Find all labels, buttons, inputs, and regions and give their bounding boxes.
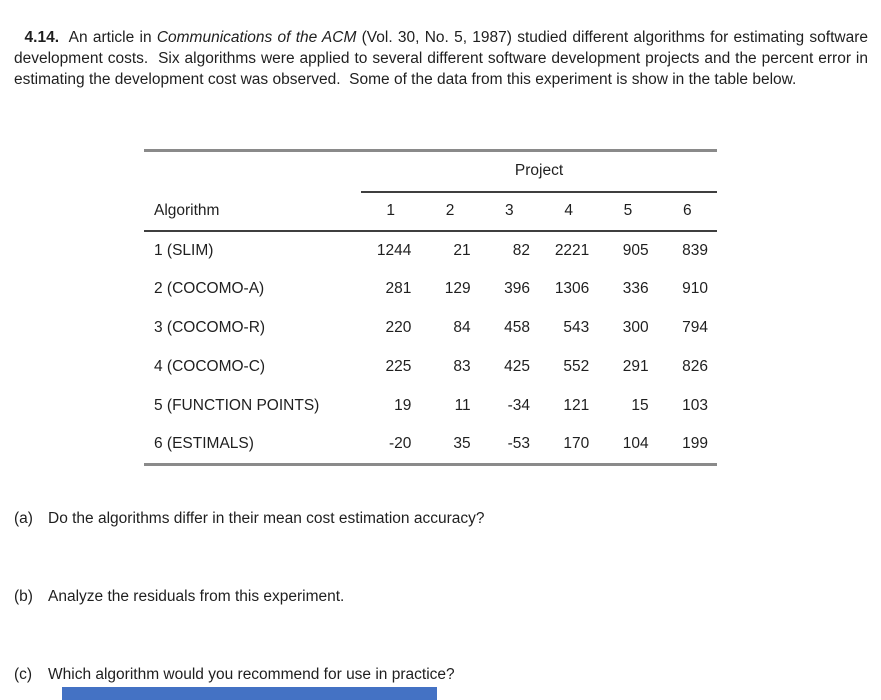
problem-text-lead: An article in — [59, 29, 157, 46]
column-header-2: 2 — [420, 191, 480, 232]
row-label: 6 (ESTIMALS) — [154, 435, 254, 453]
row-label: 1 (SLIM) — [154, 241, 214, 259]
table-cell: 170 — [563, 435, 590, 453]
problem-number: 4.14. — [24, 29, 60, 46]
table-corner-spacer — [144, 151, 361, 192]
table-cell: 225 — [385, 358, 412, 375]
project-group-header: Project — [361, 150, 717, 193]
table-cell: 129 — [444, 280, 471, 297]
table-cell: 103 — [682, 397, 708, 414]
table-cell: 21 — [453, 241, 471, 259]
table-cell: 291 — [622, 358, 649, 375]
table-cell: 336 — [622, 280, 649, 297]
question-list: (a) Do the algorithms differ in their me… — [0, 508, 881, 685]
percent-error-table: Project Algorithm 1 2 3 4 5 6 1 (SLIM) 1… — [144, 149, 717, 466]
table-cell: 839 — [682, 241, 708, 259]
table-cell: 104 — [622, 435, 649, 453]
table-cell: -20 — [388, 435, 412, 453]
table-cell: 2221 — [554, 241, 590, 259]
table-row: 3 (COCOMO-R) 220 84 458 543 300 794 — [144, 309, 717, 348]
question-a-label: (a) — [14, 510, 33, 527]
table-row: 1 (SLIM) 1244 21 82 2221 905 839 — [144, 231, 717, 270]
table-cell: 300 — [622, 319, 649, 336]
question-b: (b) Analyze the residuals from this expe… — [0, 586, 881, 607]
table-cell: 281 — [385, 280, 412, 297]
selection-highlight-bar — [62, 687, 437, 700]
table-cell: 121 — [563, 397, 590, 414]
table-cell: 220 — [385, 319, 412, 336]
problem-text-rest: (Vol. 30, No. 5, 1987) studied different… — [14, 29, 873, 88]
column-header-3: 3 — [479, 191, 539, 232]
table-cell: -53 — [507, 435, 530, 453]
table-cell: -34 — [507, 397, 530, 414]
table-row: 6 (ESTIMALS) -20 35 -53 170 104 199 — [144, 426, 717, 465]
table-cell: 425 — [504, 358, 530, 375]
table-cell: 458 — [504, 319, 530, 336]
table-cell: 396 — [504, 280, 530, 297]
table-cell: 794 — [682, 319, 708, 336]
data-table-container: Project Algorithm 1 2 3 4 5 6 1 (SLIM) 1… — [144, 149, 881, 466]
table-row: 2 (COCOMO-A) 281 129 396 1306 336 910 — [144, 270, 717, 309]
table-cell: 15 — [631, 397, 649, 414]
row-label: 2 (COCOMO-A) — [154, 280, 265, 297]
row-label: 4 (COCOMO-C) — [154, 358, 266, 375]
table-cell: 910 — [682, 280, 708, 297]
question-b-label: (b) — [14, 588, 33, 605]
question-a: (a) Do the algorithms differ in their me… — [0, 508, 881, 529]
table-cell: 1244 — [376, 241, 412, 259]
column-header-1: 1 — [361, 191, 421, 232]
question-c: (c) Which algorithm would you recommend … — [0, 664, 881, 685]
table-row: 5 (FUNCTION POINTS) 19 11 -34 121 15 103 — [144, 387, 717, 426]
question-c-text: Which algorithm would you recommend for … — [48, 666, 455, 683]
algorithm-column-header: Algorithm — [144, 191, 362, 232]
table-cell: 905 — [622, 241, 649, 259]
table-column-header-row: Algorithm 1 2 3 4 5 6 — [144, 191, 717, 232]
table-cell: 552 — [563, 358, 590, 375]
question-c-label: (c) — [14, 666, 33, 683]
question-a-text: Do the algorithms differ in their mean c… — [48, 510, 485, 527]
table-cell: 84 — [453, 319, 471, 336]
column-header-5: 5 — [598, 191, 658, 232]
problem-statement: 4.14. An article in Communications of th… — [0, 0, 881, 90]
table-group-header-row: Project — [144, 150, 717, 193]
row-label: 5 (FUNCTION POINTS) — [154, 397, 320, 414]
table-cell: 83 — [453, 358, 471, 375]
column-header-4: 4 — [538, 191, 599, 232]
column-header-6: 6 — [657, 191, 717, 232]
row-label: 3 (COCOMO-R) — [154, 319, 266, 336]
table-cell: 826 — [682, 358, 708, 375]
table-cell: 82 — [512, 241, 530, 259]
question-b-text: Analyze the residuals from this experime… — [48, 588, 345, 605]
journal-title: Communications of the ACM — [156, 29, 357, 46]
table-cell: 35 — [453, 435, 471, 453]
table-cell: 19 — [394, 397, 412, 414]
table-cell: 543 — [563, 319, 590, 336]
table-cell: 199 — [682, 435, 708, 453]
table-row: 4 (COCOMO-C) 225 83 425 552 291 826 — [144, 348, 717, 387]
table-cell: 1306 — [554, 280, 590, 297]
table-cell: 11 — [454, 397, 471, 414]
